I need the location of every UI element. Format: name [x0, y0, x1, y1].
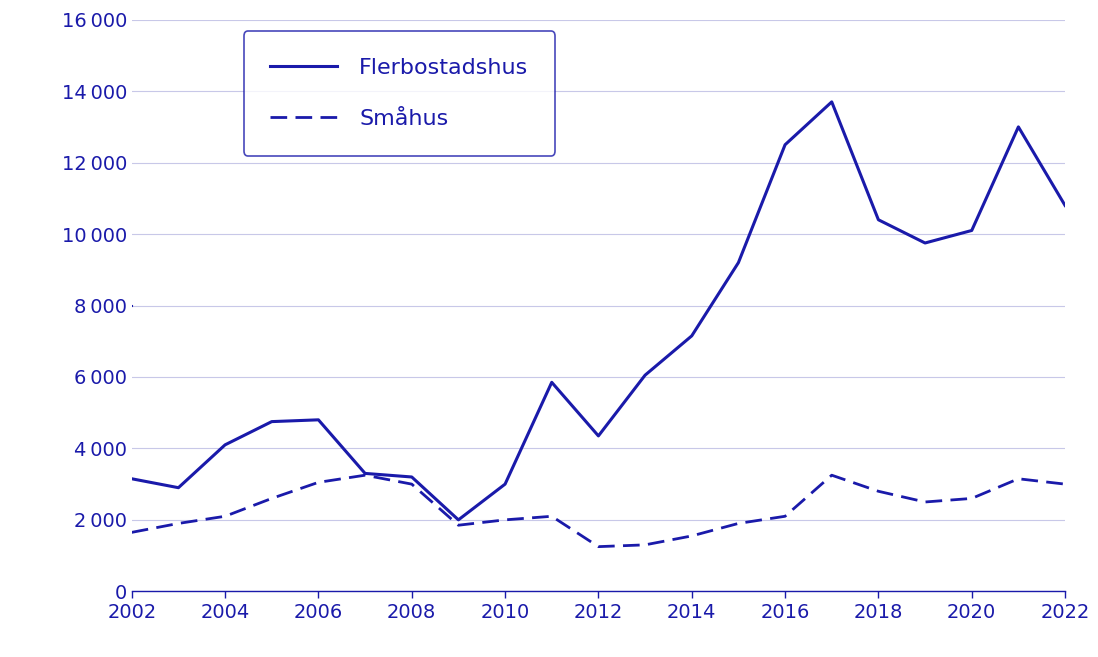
Flerbostadshus: [731, 259, 744, 267]
Flerbostadshus: [358, 470, 371, 478]
Flerbostadshus: [405, 473, 418, 481]
Flerbostadshus: [545, 378, 558, 386]
Flerbostadshus: [1058, 202, 1072, 210]
Småhus: [638, 541, 651, 549]
Småhus: [405, 480, 418, 488]
Flerbostadshus: [592, 432, 605, 440]
Småhus: [451, 521, 464, 529]
Line: Småhus: Småhus: [132, 475, 1065, 547]
Småhus: [545, 512, 558, 520]
Småhus: [592, 543, 605, 551]
Flerbostadshus: [685, 332, 698, 340]
Flerbostadshus: [965, 227, 978, 235]
Flerbostadshus: [171, 484, 184, 491]
Flerbostadshus: [451, 516, 464, 524]
Flerbostadshus: [125, 475, 138, 483]
Småhus: [498, 516, 512, 524]
Flerbostadshus: [638, 371, 651, 379]
Småhus: [171, 520, 184, 528]
Småhus: [125, 528, 138, 536]
Småhus: [358, 471, 371, 479]
Småhus: [312, 478, 325, 486]
Småhus: [778, 512, 792, 520]
Småhus: [872, 487, 885, 495]
Flerbostadshus: [1011, 123, 1024, 131]
Småhus: [965, 495, 978, 503]
Flerbostadshus: [498, 480, 512, 488]
Småhus: [1058, 480, 1072, 488]
Småhus: [1011, 475, 1024, 483]
Flerbostadshus: [778, 141, 792, 148]
Flerbostadshus: [825, 98, 838, 106]
Småhus: [219, 512, 232, 520]
Småhus: [918, 498, 931, 506]
Flerbostadshus: [219, 441, 232, 449]
Flerbostadshus: [872, 216, 885, 224]
Flerbostadshus: [312, 416, 325, 424]
Flerbostadshus: [918, 239, 931, 247]
Småhus: [731, 520, 744, 528]
Legend: Flerbostadshus, Småhus: Flerbostadshus, Småhus: [244, 31, 556, 156]
Småhus: [265, 495, 278, 503]
Line: Flerbostadshus: Flerbostadshus: [132, 102, 1065, 520]
Flerbostadshus: [265, 418, 278, 426]
Småhus: [825, 471, 838, 479]
Småhus: [685, 532, 698, 540]
